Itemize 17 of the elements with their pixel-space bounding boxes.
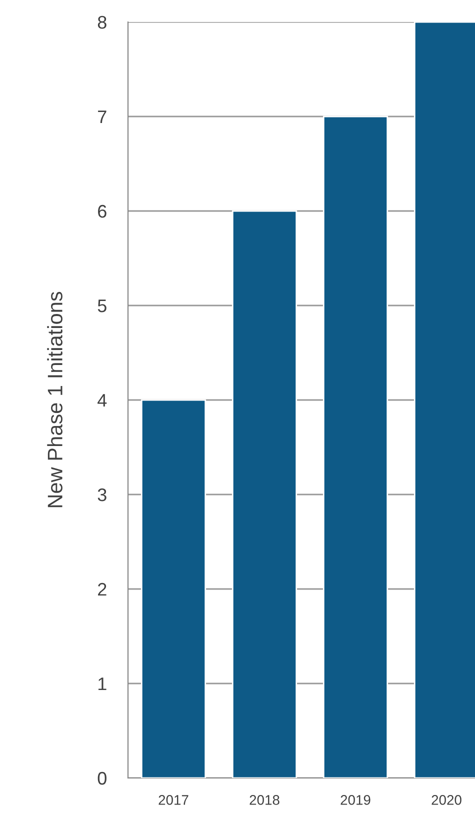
bar [322, 116, 388, 778]
y-tick-label: 6 [98, 204, 106, 218]
y-tick-label: 1 [98, 678, 106, 690]
y-tick-label: 0 [98, 772, 106, 785]
y-tick-label: 8 [98, 16, 106, 29]
x-tick-label: 2017 [158, 795, 188, 805]
y-tick-label: 5 [98, 300, 106, 312]
bar [140, 399, 206, 778]
y-tick-label: 7 [98, 110, 106, 124]
x-tick-label: 2020 [432, 795, 462, 805]
bar [232, 210, 298, 778]
y-tick-label: 4 [98, 394, 107, 407]
x-tick-label: 2018 [250, 795, 280, 805]
y-axis-title: New Phase 1 Initiations [47, 292, 62, 508]
y-tick-label: 3 [98, 488, 106, 502]
y-tick-label: 2 [98, 582, 106, 596]
x-tick-label: 2019 [340, 795, 370, 805]
